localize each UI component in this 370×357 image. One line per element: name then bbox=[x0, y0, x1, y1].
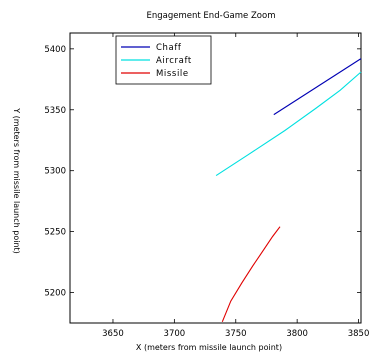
legend-label-missile: Missile bbox=[156, 69, 189, 79]
series-line-aircraft bbox=[215, 71, 362, 177]
y-tick-label: 5400 bbox=[44, 45, 66, 55]
x-tick-label: 3800 bbox=[286, 329, 308, 339]
x-tick-label: 3700 bbox=[164, 329, 186, 339]
y-tick-label: 5250 bbox=[44, 228, 66, 238]
legend: Chaff Aircraft Missile bbox=[115, 35, 212, 85]
y-axis-label: Y (meters from missile launch point) bbox=[12, 107, 21, 254]
x-axis-label: X (meters from missile launch point) bbox=[136, 343, 282, 352]
y-tick-label: 5200 bbox=[44, 289, 66, 299]
x-tick-label: 3850 bbox=[348, 329, 370, 339]
legend-label-chaff: Chaff bbox=[156, 43, 182, 53]
x-tick-label: 3650 bbox=[102, 329, 124, 339]
y-tick-label: 5300 bbox=[44, 167, 66, 177]
plot-area bbox=[69, 32, 362, 324]
y-tick-label: 5350 bbox=[44, 106, 66, 116]
series-line-missile bbox=[221, 226, 281, 323]
chart-title: Engagement End-Game Zoom bbox=[147, 11, 276, 21]
series-layer bbox=[215, 58, 362, 323]
x-tick-label: 3750 bbox=[225, 329, 247, 339]
legend-label-aircraft: Aircraft bbox=[156, 56, 192, 66]
axis-ticks: 3650 3700 3750 3800 3850 5200 5250 5300 5350 5400 bbox=[44, 33, 369, 339]
series-line-chaff bbox=[273, 58, 362, 116]
